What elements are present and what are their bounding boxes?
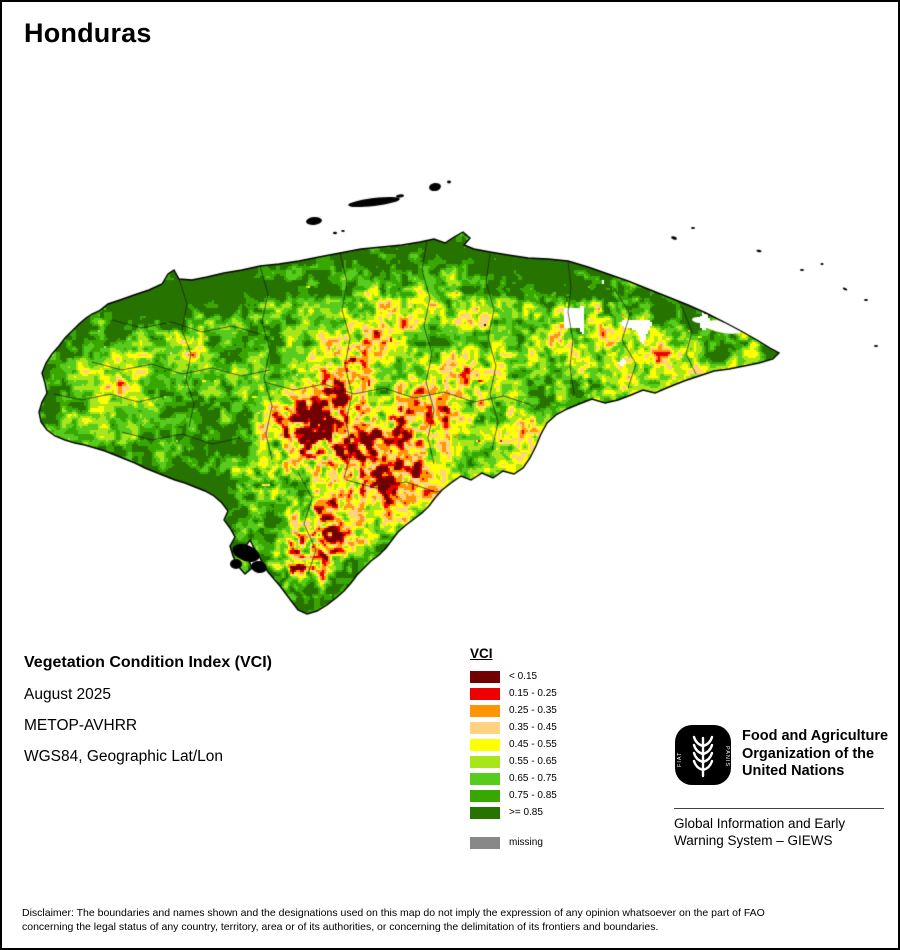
legend-row: >= 0.85: [470, 804, 557, 821]
legend-row: 0.65 - 0.75: [470, 770, 557, 787]
disclaimer: Disclaimer: The boundaries and names sho…: [22, 906, 888, 934]
fao-name: Food and Agriculture Organization of the…: [742, 724, 888, 781]
map-info-block: Vegetation Condition Index (VCI) August …: [24, 654, 272, 779]
projection-info: WGS84, Geographic Lat/Lon: [24, 748, 224, 765]
legend-swatch: [470, 755, 500, 768]
legend-row: 0.25 - 0.35: [470, 702, 557, 719]
giews-block: Global Information and Early Warning Sys…: [674, 815, 845, 849]
legend-row: 0.55 - 0.65: [470, 753, 557, 770]
legend-label: 0.15 - 0.25: [509, 688, 557, 699]
legend-row: 0.75 - 0.85: [470, 787, 557, 804]
legend-row: 0.15 - 0.25: [470, 685, 557, 702]
disclaimer-line: concerning the legal status of any count…: [22, 921, 659, 933]
legend-label: 0.25 - 0.35: [509, 705, 557, 716]
legend-row-missing: missing: [470, 834, 557, 851]
legend-row: 0.45 - 0.55: [470, 736, 557, 753]
giews-line: Global Information and Early: [674, 816, 846, 831]
legend-label: >= 0.85: [509, 807, 543, 818]
giews-line: Warning System – GIEWS: [674, 833, 833, 848]
legend-swatch: [470, 772, 500, 785]
sensor-name: METOP-AVHRR: [24, 717, 138, 734]
fao-logo: FIAT PANIS: [675, 725, 731, 785]
legend-row: < 0.15: [470, 668, 557, 685]
fao-name-line: United Nations: [742, 763, 845, 779]
legend-swatch: [470, 704, 500, 717]
legend-swatch: [470, 670, 500, 683]
legend-label: 0.45 - 0.55: [509, 739, 557, 750]
fao-motto-right: PANIS: [724, 746, 730, 767]
vci-legend: VCI < 0.15 0.15 - 0.25 0.25 - 0.35 0.35 …: [470, 646, 557, 851]
fao-name-line: Organization of the: [742, 745, 875, 762]
fao-block: FIAT PANIS Food and Agriculture Organiza…: [674, 724, 888, 786]
legend-swatch: [470, 789, 500, 802]
legend-row: 0.35 - 0.45: [470, 719, 557, 736]
divider-line: [674, 808, 884, 809]
legend-swatch: [470, 836, 500, 849]
fao-name-line: Food and Agriculture: [742, 728, 889, 744]
legend-label: 0.55 - 0.65: [509, 756, 557, 767]
map-date: August 2025: [24, 686, 112, 703]
fao-motto-left: FIAT: [677, 751, 683, 767]
honduras-vci-map: [2, 2, 898, 642]
disclaimer-line: Disclaimer: The boundaries and names sho…: [22, 907, 765, 919]
legend-label: missing: [509, 837, 543, 848]
legend-swatch: [470, 738, 500, 751]
legend-swatch: [470, 806, 500, 819]
legend-heading: VCI: [470, 646, 493, 661]
legend-label: 0.35 - 0.45: [509, 722, 557, 733]
legend-label: 0.65 - 0.75: [509, 773, 557, 784]
legend-label: 0.75 - 0.85: [509, 790, 557, 801]
legend-label: < 0.15: [509, 671, 538, 682]
index-title: Vegetation Condition Index (VCI): [24, 654, 272, 671]
legend-swatch: [470, 721, 500, 734]
legend-swatch: [470, 687, 500, 700]
